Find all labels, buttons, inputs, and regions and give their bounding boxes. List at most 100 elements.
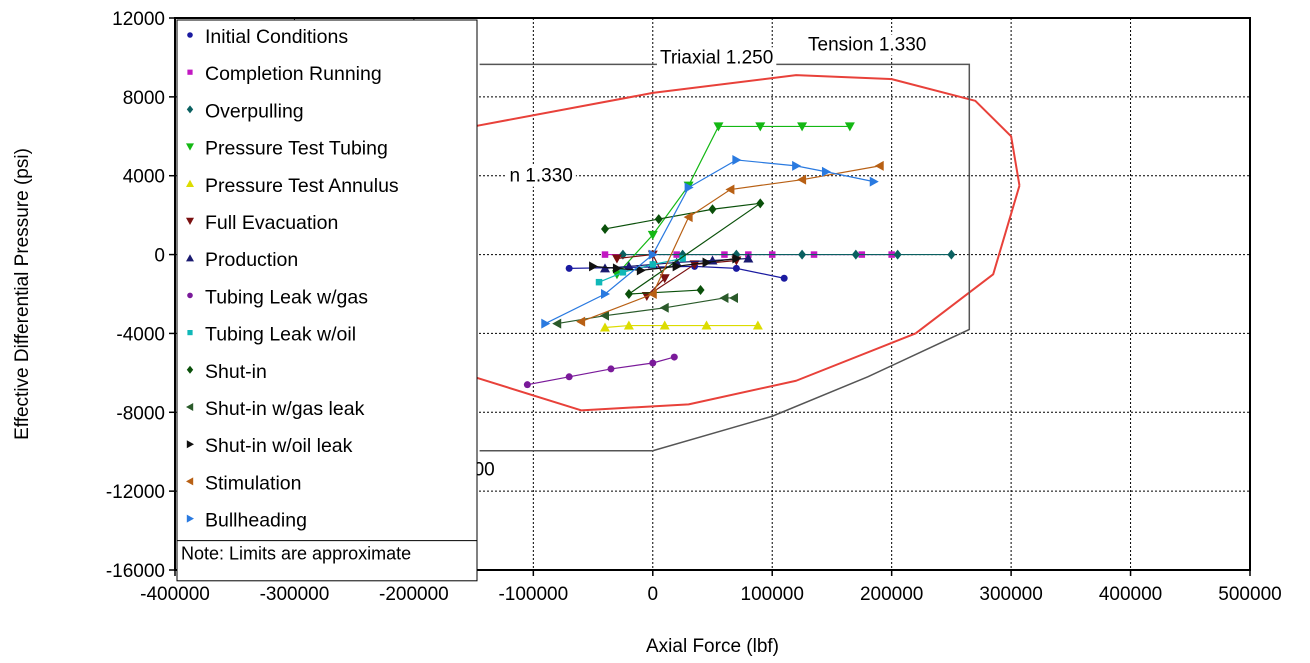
legend-marker (186, 477, 194, 486)
data-point (611, 254, 622, 264)
data-point (612, 263, 622, 274)
legend-entry: Completion Running (205, 63, 382, 85)
data-point (601, 223, 609, 234)
legend-note: Note: Limits are approximate (181, 544, 411, 564)
x-tick-label: 300000 (979, 584, 1042, 605)
series-pressure-test-annulus (600, 320, 763, 332)
data-point (732, 253, 742, 264)
data-point (659, 320, 670, 330)
data-point (648, 249, 658, 260)
data-point (684, 182, 694, 193)
y-axis-title: Effective Differential Pressure (psi) (12, 148, 33, 440)
data-point (725, 184, 735, 195)
legend-entry: Full Evacuation (205, 212, 338, 234)
x-tick-label: 400000 (1099, 584, 1162, 605)
legend-entry: Initial Conditions (205, 26, 348, 48)
y-tick-label: 4000 (123, 167, 165, 188)
plot-frame (174, 17, 1251, 571)
data-point (874, 160, 884, 171)
legend-marker (186, 403, 194, 411)
legend-entry: Shut-in w/oil leak (205, 435, 353, 457)
data-point (600, 322, 610, 332)
legend: Initial Conditions Completion Running Over… (176, 19, 478, 582)
limit-label: 00 (474, 459, 495, 480)
data-point (701, 320, 712, 330)
data-point (792, 160, 802, 171)
series-overpulling (618, 249, 956, 260)
legend-entry: Overpulling (205, 100, 304, 122)
x-tick-label: -300000 (260, 584, 330, 605)
legend-entry: Shut-in w/gas leak (205, 398, 365, 420)
y-tick-label: -16000 (106, 561, 165, 582)
data-point (654, 214, 663, 225)
legend-entry: Bullheading (205, 510, 307, 532)
data-point (947, 249, 956, 260)
data-point (708, 204, 717, 215)
data-point (618, 249, 627, 260)
series-shut-in (601, 198, 765, 299)
data-point (672, 261, 682, 272)
data-point (683, 212, 693, 223)
series-line (545, 159, 874, 325)
limit-label: Triaxial 1.250 (660, 47, 773, 68)
data-point (851, 249, 860, 260)
y-axis-ticks: -16000 -12000 -8000 -4000 0 4000 8000 12000 (106, 9, 175, 582)
x-tick-label: 0 (647, 584, 658, 605)
y-tick-label: -12000 (106, 482, 165, 503)
legend-entry: Pressure Test Tubing (205, 138, 388, 160)
legend-entry: Tubing Leak w/oil (205, 324, 356, 346)
x-axis-ticks: -400000 -300000 -200000 -100000 0 100000 20000… (140, 570, 1282, 605)
data-point (797, 122, 808, 132)
data-point (619, 269, 627, 276)
data-point (565, 373, 573, 381)
data-point (869, 176, 879, 187)
data-point (552, 318, 562, 329)
data-point (678, 249, 687, 260)
x-tick-label: -400000 (140, 584, 210, 605)
data-point (595, 278, 603, 286)
data-point (647, 230, 658, 240)
data-point (649, 359, 657, 367)
data-point (541, 318, 551, 329)
legend-entry: Shut-in (205, 361, 267, 383)
legend-marker (186, 143, 194, 151)
limit-label-background (805, 34, 930, 56)
data-point (601, 289, 610, 299)
legend-marker (186, 440, 194, 449)
data-point (755, 122, 766, 132)
data-point (702, 257, 712, 268)
data-point (589, 261, 599, 272)
data-point (576, 316, 586, 327)
data-point (659, 274, 670, 284)
legend-marker (187, 69, 193, 75)
y-tick-label: 12000 (112, 9, 165, 30)
limit-label: Tension 1.330 (808, 35, 926, 56)
data-point (732, 249, 741, 260)
legend-box (176, 19, 478, 582)
x-tick-label: -200000 (379, 584, 449, 605)
data-point (743, 253, 754, 263)
legend-entry: Pressure Test Annulus (205, 175, 399, 197)
series-line (604, 202, 761, 295)
data-point (732, 154, 742, 165)
data-point (729, 292, 738, 303)
data-point (893, 249, 902, 260)
data-point (821, 166, 831, 177)
data-point (523, 381, 531, 389)
legend-marker (186, 365, 194, 374)
data-point (679, 255, 686, 262)
data-point (752, 320, 763, 330)
design-limit-envelope (479, 63, 971, 452)
data-point (756, 198, 765, 209)
legend-entry: Stimulation (205, 472, 301, 494)
y-tick-label: 8000 (123, 88, 165, 109)
legend-marker (186, 217, 194, 225)
data-point (624, 289, 633, 299)
x-axis-title: Axial Force (lbf) (646, 636, 779, 657)
data-point (798, 249, 807, 260)
series-line (580, 165, 880, 323)
data-point (732, 264, 740, 272)
legend-marker (186, 254, 194, 262)
series-tubing-leak-w-gas (523, 353, 678, 389)
